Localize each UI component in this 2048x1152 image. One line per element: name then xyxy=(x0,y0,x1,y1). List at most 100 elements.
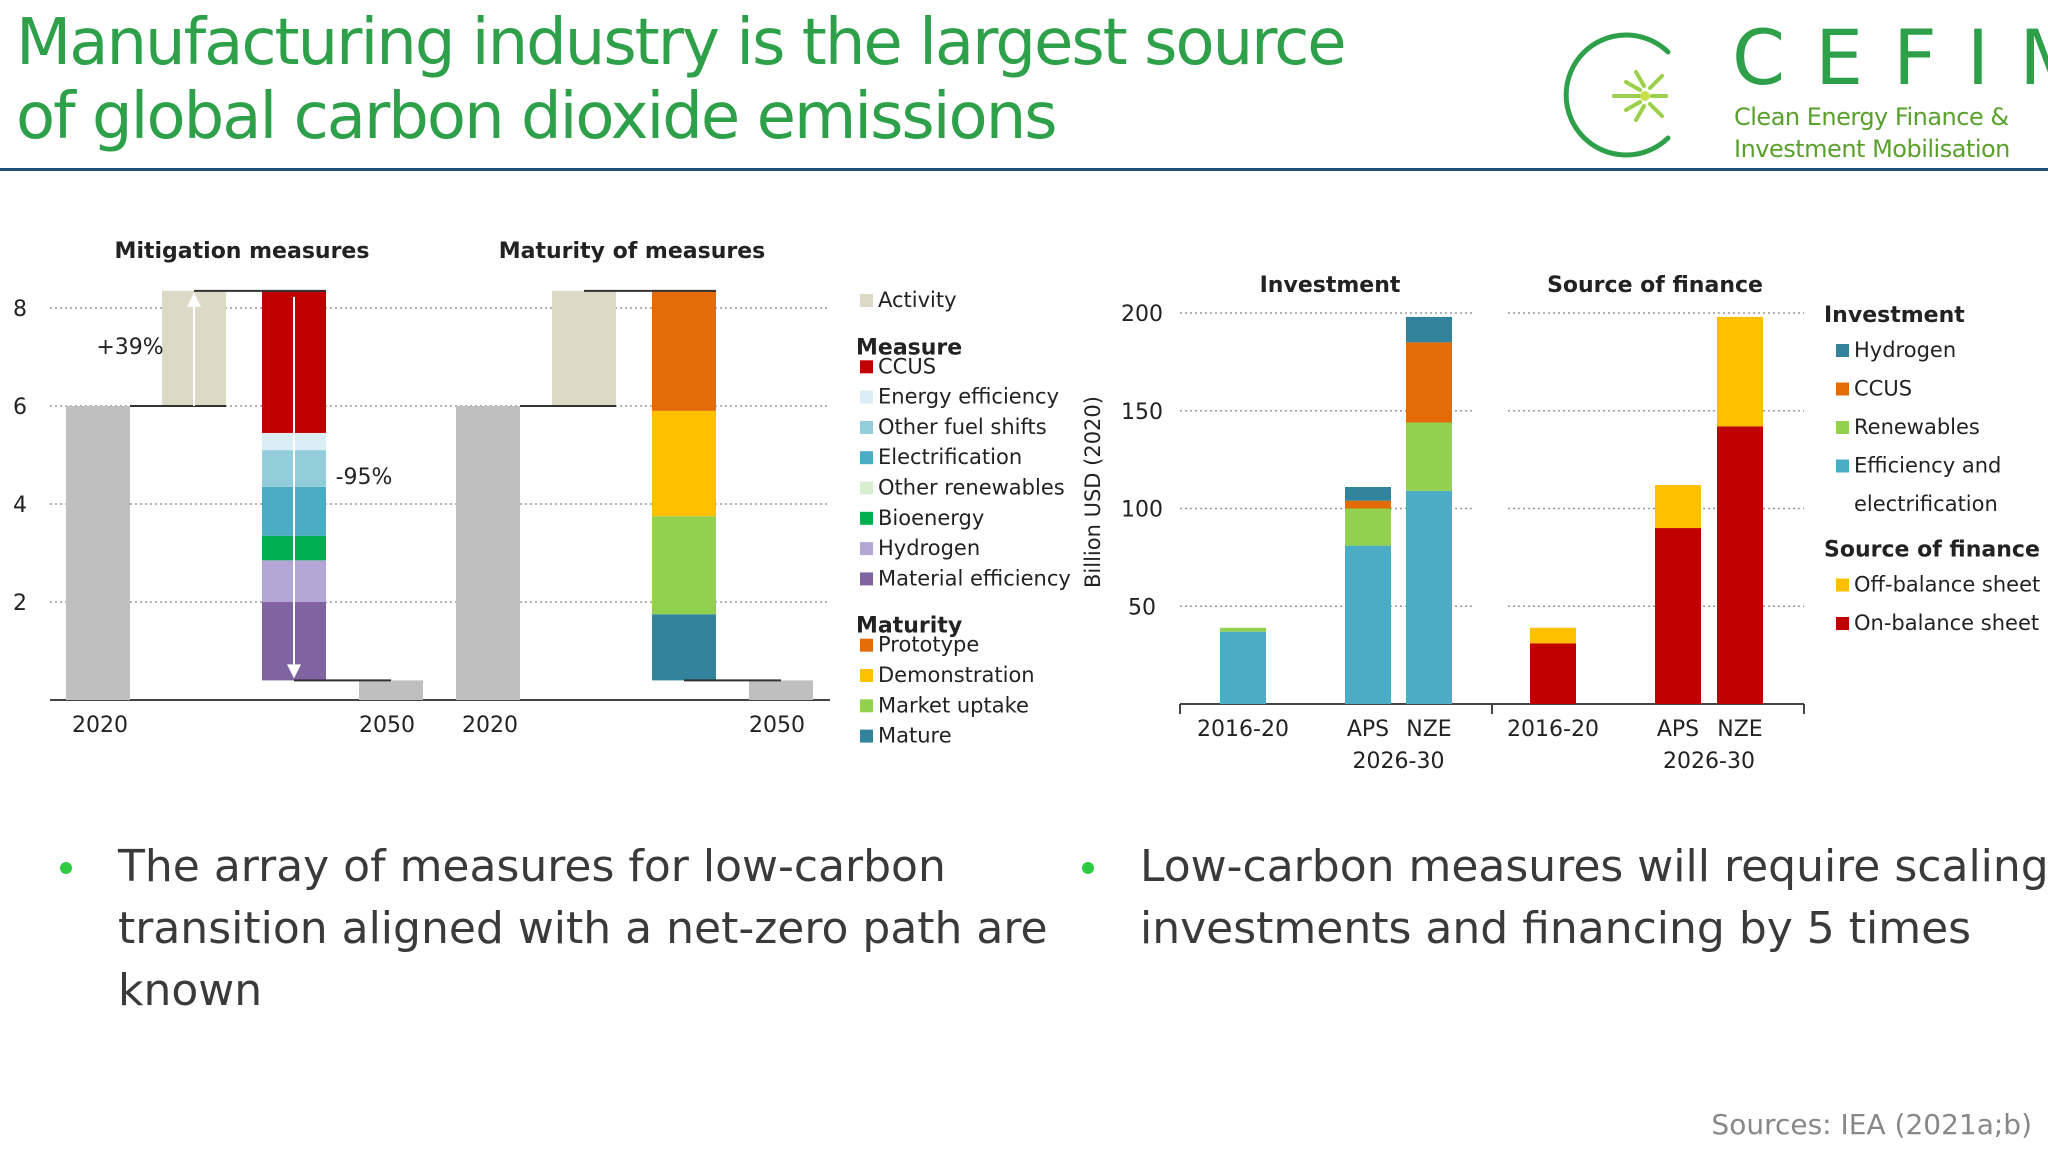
chart-title: Investment xyxy=(1260,273,1401,298)
legend-swatch xyxy=(860,669,873,682)
bar-segment-demonstration xyxy=(652,410,716,517)
bar-segment-mature xyxy=(652,614,716,681)
slide-title-line1: Manufacturing industry is the largest so… xyxy=(16,6,1347,80)
y-tick-label: 4 xyxy=(13,493,27,518)
legend-label: Off-balance sheet xyxy=(1854,573,2040,597)
legend-swatch xyxy=(860,420,873,434)
legend-swatch xyxy=(860,451,873,465)
legend-label: Electrification xyxy=(878,445,1022,469)
bar-segment-on-balance-sheet xyxy=(1530,643,1576,704)
legend-swatch xyxy=(1836,459,1849,473)
legend-label: Mature xyxy=(878,724,952,748)
legend-label: On-balance sheet xyxy=(1854,611,2039,635)
down-arrow-head-icon xyxy=(287,664,301,679)
bar-segment-off-balance-sheet xyxy=(1717,316,1763,427)
legend-swatch xyxy=(860,542,873,556)
legend-label: Material efficiency xyxy=(878,566,1071,590)
legend-swatch xyxy=(1836,421,1849,434)
bar-segment-prototype xyxy=(652,290,716,411)
y-tick-label: 8 xyxy=(13,297,27,322)
x-tick-label: 2020 xyxy=(72,713,128,738)
legend-label: Market uptake xyxy=(878,693,1029,717)
legend-label: Prototype xyxy=(878,633,979,657)
legend-swatch xyxy=(1836,382,1849,396)
legend-label: Hydrogen xyxy=(1854,338,1956,362)
bullet-dot-icon xyxy=(60,862,72,874)
y-axis-label: Billion USD (2020) xyxy=(1081,396,1105,588)
legend-swatch xyxy=(1836,578,1849,592)
logo-tagline-1: Clean Energy Finance & xyxy=(1734,103,2009,131)
legend-swatch xyxy=(860,390,873,404)
x-tick-label: 2050 xyxy=(749,713,805,738)
bar-segment-ccus xyxy=(1345,500,1391,509)
legend-heading: Investment xyxy=(1824,303,1965,328)
x-tick-label: 2050 xyxy=(359,713,415,738)
x-tick-label: NZE xyxy=(1717,717,1762,742)
x-tick-label: APS xyxy=(1657,717,1699,742)
bar-segment-market-uptake xyxy=(652,516,716,615)
x-tick-label: APS xyxy=(1347,717,1389,742)
bar-segment-off-balance-sheet xyxy=(1655,485,1701,529)
y-tick-label: 150 xyxy=(1121,400,1163,425)
y-tick-label: 2 xyxy=(13,591,27,616)
annotation-increase: +39% xyxy=(96,335,163,360)
cefim-logo: CEFIM Clean Energy Finance & Investment … xyxy=(1540,14,2048,164)
legend-swatch xyxy=(860,294,873,307)
legend-heading: Source of finance xyxy=(1824,538,2040,563)
legend-label: Renewables xyxy=(1854,415,1980,439)
slide-title: Manufacturing industry is the largest so… xyxy=(16,6,1416,154)
legend-swatch xyxy=(1836,617,1849,630)
legend-heading: Maturity xyxy=(856,614,962,639)
bullet-text-right: Low-carbon measures will require scaling… xyxy=(1140,841,2048,954)
legend-label: Hydrogen xyxy=(878,536,980,560)
legend-label: Other fuel shifts xyxy=(878,415,1047,439)
bar-2050 xyxy=(359,680,423,700)
bullet-dot-icon xyxy=(1082,862,1094,874)
y-tick-label: 50 xyxy=(1128,595,1156,620)
legend-swatch xyxy=(860,729,873,743)
legend-label: Bioenergy xyxy=(878,506,984,530)
legend-label: CCUS xyxy=(878,354,936,378)
bar-segment-hydrogen xyxy=(1406,316,1452,343)
chart-title: Source of finance xyxy=(1547,273,1763,298)
legend-label: Demonstration xyxy=(878,663,1035,687)
legend-swatch xyxy=(860,638,873,652)
logo-wordmark: CEFIM xyxy=(1732,13,2048,102)
bar-2050 xyxy=(749,680,813,700)
logo-swirl-icon xyxy=(1563,32,1671,158)
bullet-text-left: The array of measures for low-carbon tra… xyxy=(118,841,1048,1016)
bar-segment-efficiency-and-electrification xyxy=(1406,490,1452,704)
legend-swatch xyxy=(860,572,873,586)
bar-segment-renewables xyxy=(1406,422,1452,491)
bar-segment-on-balance-sheet xyxy=(1655,528,1701,704)
x-group-label: 2026-30 xyxy=(1353,749,1445,774)
legend-swatch xyxy=(860,360,873,374)
legend-swatch xyxy=(860,511,873,525)
annotation-decrease: -95% xyxy=(336,465,393,490)
x-tick-label: 2020 xyxy=(462,713,518,738)
legend-label: CCUS xyxy=(1854,377,1912,401)
chart-title: Mitigation measures xyxy=(115,239,370,264)
charts-canvas: 2 4 6 8 2020 2050 Mitigation measures 2020 2050 M… xyxy=(13,239,2040,774)
bar-segment-on-balance-sheet xyxy=(1717,426,1763,704)
legend-label: Energy efficiency xyxy=(878,385,1059,409)
logo-tagline-2: Investment Mobilisation xyxy=(1734,135,2010,163)
bar-segment-hydrogen xyxy=(1345,486,1391,501)
bar-activity xyxy=(552,290,616,406)
legend-swatch xyxy=(860,699,873,713)
bar-2020 xyxy=(66,406,130,700)
chart-title: Maturity of measures xyxy=(499,239,765,264)
header-divider xyxy=(0,168,2048,171)
legend-label: Activity xyxy=(878,288,957,312)
x-tick-label: 2016-20 xyxy=(1507,717,1599,742)
bar-segment-renewables xyxy=(1220,627,1266,632)
legend-label: Other renewables xyxy=(878,476,1065,500)
x-group-label: 2026-30 xyxy=(1663,749,1755,774)
slide-title-line2: of global carbon dioxide emissions xyxy=(16,80,1058,154)
bar-segment-efficiency-and-electrification xyxy=(1345,545,1391,704)
sources-note: Sources: IEA (2021a;b) xyxy=(1711,1108,2032,1141)
bar-segment-off-balance-sheet xyxy=(1530,627,1576,644)
legend-heading: Measure xyxy=(856,335,962,360)
legend-swatch xyxy=(1836,344,1849,357)
bar-segment-ccus xyxy=(1406,342,1452,423)
